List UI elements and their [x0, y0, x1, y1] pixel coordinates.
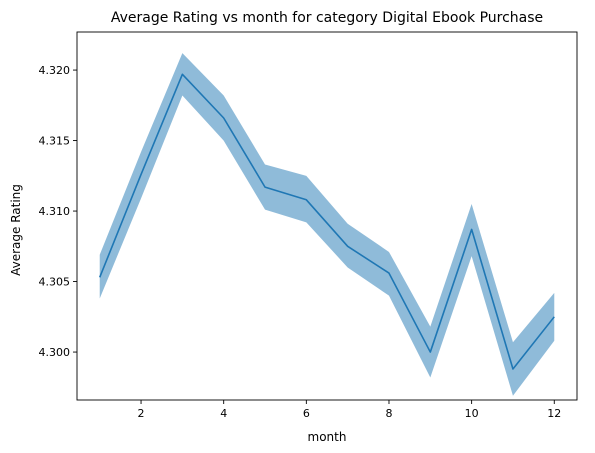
y-tick-label: 4.305: [39, 276, 71, 289]
series-line: [98, 73, 555, 370]
y-tick-label: 4.320: [39, 64, 71, 77]
x-axis-ticks: 2 4 6 8 10 12: [138, 400, 561, 420]
x-tick-label: 10: [465, 407, 479, 420]
chart-title: Average Rating vs month for category Dig…: [111, 10, 543, 26]
x-tick-label: 12: [547, 407, 561, 420]
x-tick-label: 6: [303, 407, 310, 420]
y-tick-label: 4.310: [39, 205, 71, 218]
confidence-band: [99, 53, 555, 396]
y-tick-label: 4.300: [39, 346, 71, 359]
y-tick-label: 4.315: [39, 135, 71, 148]
y-axis-ticks: 4.300 4.305 4.310 4.315 4.320: [39, 64, 77, 359]
y-axis-label: Average Rating: [9, 184, 23, 276]
x-tick-label: 4: [220, 407, 227, 420]
x-axis-label: month: [308, 430, 347, 444]
plot-frame: [76, 31, 578, 401]
x-tick-label: 2: [138, 407, 145, 420]
x-tick-label: 8: [385, 407, 392, 420]
